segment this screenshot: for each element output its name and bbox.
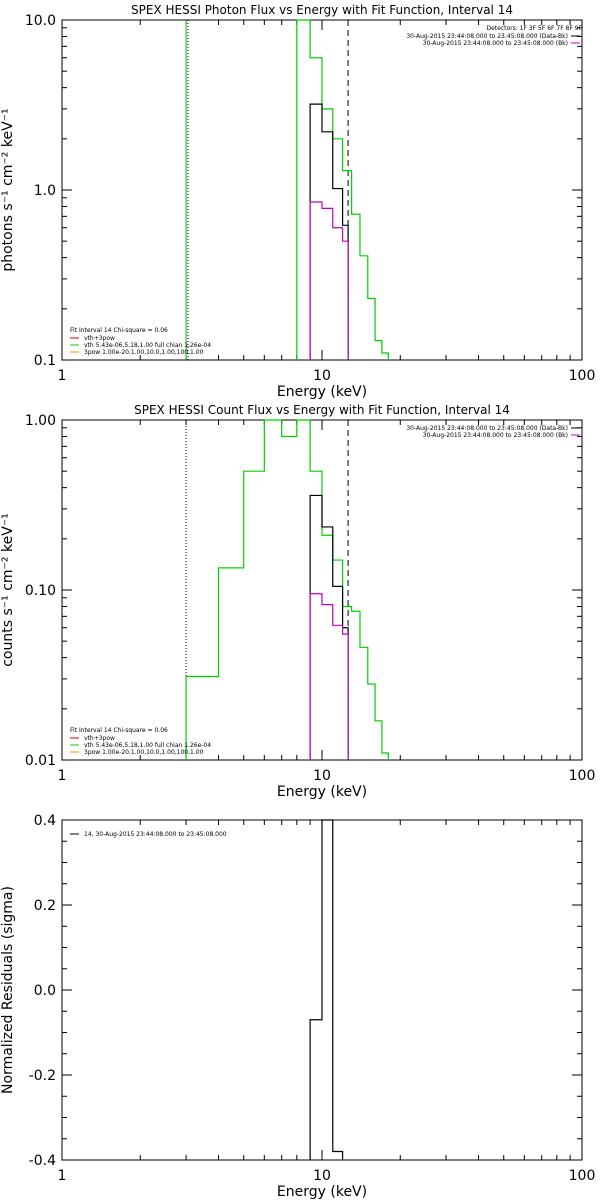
x-tick-label: 1 <box>58 768 67 784</box>
y-tick-label: 1.00 <box>25 413 56 429</box>
chart-panel-3: 1 10 100 0.4 0.2 0.0 -0.2 -0.4 Energy (keV) Norma… <box>0 813 595 1200</box>
bottom-left-legend-entry: 3pow 1.00e-20,1.00,10.0,1.00,100,1.00 <box>84 749 204 756</box>
series-step-2 <box>309 103 349 360</box>
top-left-legend-entry: 14, 30-Aug-2015 23:44:08.000 to 23:45:08… <box>84 831 227 838</box>
x-axis-label: Energy (keV) <box>277 1184 367 1200</box>
top-right-legend-entry: 30-Aug-2015 23:44:08.000 to 23:45:08.000… <box>406 33 568 40</box>
y-tick-label: 0.4 <box>34 813 56 829</box>
y-axis-label: photons s⁻¹ cm⁻² keV⁻¹ <box>0 108 16 271</box>
y-axis-label: Normalized Residuals (sigma) <box>0 886 16 1094</box>
x-tick-label: 10 <box>313 368 331 384</box>
chart-title: SPEX HESSI Count Flux vs Energy with Fit… <box>134 403 510 417</box>
y-tick-label: 10.0 <box>25 13 56 29</box>
chart-title: SPEX HESSI Photon Flux vs Energy with Fi… <box>131 3 513 17</box>
series-step-1 <box>185 419 389 760</box>
chart-panel-2: 1 10 100 0.01 0.10 1.00 SPEX HESSI Count Flux … <box>0 403 595 800</box>
x-tick-label: 100 <box>569 1168 596 1184</box>
x-axis-label: Energy (keV) <box>277 784 367 800</box>
x-tick-label: 1 <box>58 1168 67 1184</box>
top-right-legend-header: Detectors: 1F 3F 5F 6F 7F 8F 9F <box>486 25 582 32</box>
y-tick-label: 0.10 <box>25 583 56 599</box>
bottom-left-legend-entry: vth 5.43e-06,5.18,1.00 full chian 1.26e-… <box>84 342 211 349</box>
series-step-1 <box>296 19 389 360</box>
bottom-left-legend-entry: 3pow 1.00e-20,1.00,10.0,1.00,100,1.00 <box>84 349 204 356</box>
bottom-left-legend-entry: vth+3pow <box>84 335 115 342</box>
x-tick-label: 1 <box>58 368 67 384</box>
y-tick-label: -0.4 <box>29 1153 56 1169</box>
y-tick-label: 1.0 <box>34 183 56 199</box>
x-tick-label: 100 <box>569 768 596 784</box>
x-axis-label: Energy (keV) <box>277 384 367 400</box>
y-tick-label: 0.1 <box>34 353 56 369</box>
y-tick-label: 0.0 <box>34 983 56 999</box>
bottom-left-legend-entry: vth+3pow <box>84 735 115 742</box>
x-tick-label: 10 <box>313 1168 331 1184</box>
y-axis-label: counts s⁻¹ cm⁻² keV⁻¹ <box>0 513 16 667</box>
series-step-3 <box>309 593 349 760</box>
bottom-left-legend-header: Fit Interval 14 Chi-square = 0.06 <box>70 327 168 334</box>
chart-panel-1: 1 10 100 0.1 1.0 10.0 SPEX HESSI Photon Flux v… <box>0 3 595 400</box>
y-tick-label: 0.2 <box>34 898 56 914</box>
x-tick-label: 100 <box>569 368 596 384</box>
y-tick-label: -0.2 <box>29 1068 56 1084</box>
bottom-left-legend-entry: vth 5.43e-06,5.18,1.00 full chian 1.26e-… <box>84 742 211 749</box>
series-step-1 <box>309 819 344 1160</box>
series-step-2 <box>309 494 349 760</box>
bottom-left-legend-header: Fit Interval 14 Chi-square = 0.06 <box>70 727 168 734</box>
y-tick-label: 0.01 <box>25 753 56 769</box>
top-right-legend-entry: 30-Aug-2015 23:44:08.000 to 23:45:08.000… <box>406 425 568 432</box>
x-tick-label: 10 <box>313 768 331 784</box>
series-step-3 <box>309 201 349 360</box>
top-right-legend-entry: 30-Aug-2015 23:44:08.000 to 23:45:08.000… <box>423 40 568 47</box>
top-right-legend-entry: 30-Aug-2015 23:44:08.000 to 23:45:08.000… <box>423 432 568 439</box>
